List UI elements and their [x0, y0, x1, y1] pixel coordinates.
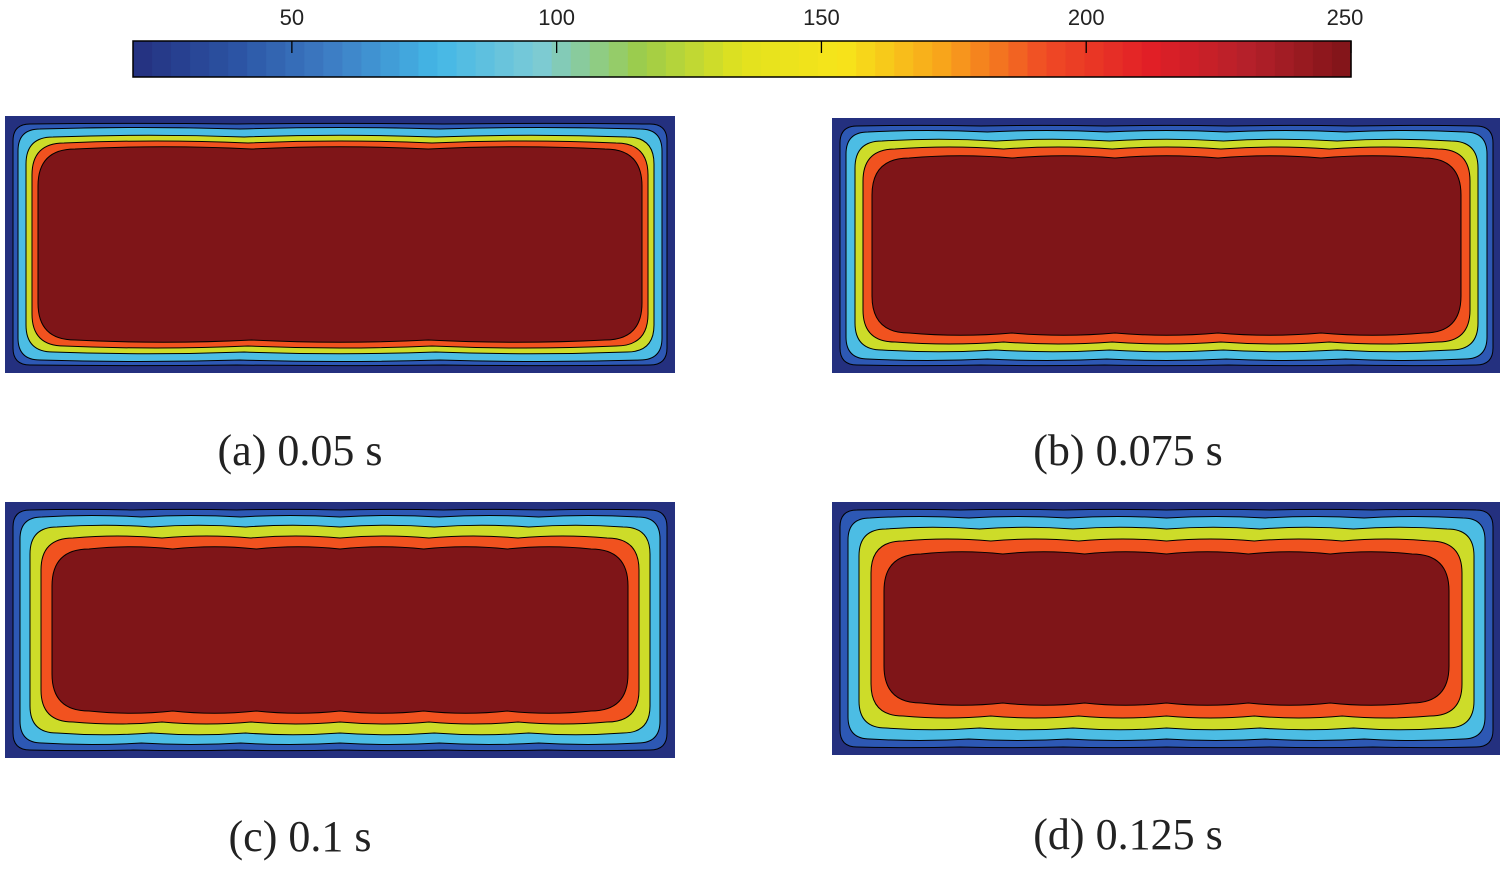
colorbar-tick-label: 50: [280, 5, 304, 30]
contour-level-6: [883, 551, 1450, 706]
colorbar-segment: [894, 41, 914, 77]
colorbar-segment: [589, 41, 610, 77]
colorbar-segment: [1255, 41, 1276, 77]
colorbar-segment: [1103, 41, 1124, 77]
colorbar-segment: [532, 41, 553, 77]
colorbar-segment: [951, 41, 971, 77]
colorbar-segment: [1331, 41, 1352, 77]
colorbar-segment: [494, 41, 515, 77]
colorbar-segment: [1274, 41, 1295, 77]
colorbar-segment: [989, 41, 1010, 77]
colorbar-segment: [1084, 41, 1105, 77]
caption-b: (b) 0.075 s: [1033, 426, 1223, 475]
colorbar-segment: [1198, 41, 1219, 77]
colorbar-segment: [875, 41, 895, 77]
panel-d: [832, 502, 1500, 755]
colorbar-segment: [475, 41, 496, 77]
colorbar-segment: [570, 41, 591, 77]
colorbar-segment: [171, 41, 191, 77]
caption-a: (a) 0.05 s: [217, 426, 383, 475]
colorbar: 50 100 150 200 250: [132, 5, 1364, 78]
caption-c: (c) 0.1 s: [228, 812, 372, 861]
colorbar-segment: [342, 41, 362, 77]
colorbar-segment: [513, 41, 534, 77]
colorbar-segment: [190, 41, 210, 77]
colorbar-segment: [780, 41, 800, 77]
colorbar-segment: [380, 41, 401, 77]
colorbar-segment: [399, 41, 420, 77]
contour-level-6: [37, 146, 643, 343]
colorbar-segment: [970, 41, 991, 77]
colorbar-segment: [742, 41, 762, 77]
panel-c: [5, 502, 675, 758]
colorbar-segment: [1312, 41, 1333, 77]
colorbar-segment: [323, 41, 343, 77]
colorbar-segment: [266, 41, 286, 77]
caption-d: (d) 0.125 s: [1033, 810, 1223, 859]
colorbar-tick-label: 250: [1327, 5, 1364, 30]
colorbar-segment: [1008, 41, 1029, 77]
colorbar-segment: [247, 41, 267, 77]
colorbar-segment: [818, 41, 838, 77]
colorbar-segment: [684, 41, 705, 77]
colorbar-segment: [456, 41, 477, 77]
colorbar-segment: [1160, 41, 1181, 77]
colorbar-segment: [133, 41, 153, 77]
colorbar-segment: [1217, 41, 1238, 77]
colorbar-segment: [1122, 41, 1143, 77]
colorbar-segment: [418, 41, 439, 77]
panel-a: [5, 116, 675, 373]
colorbar-segment: [285, 41, 305, 77]
colorbar-segment: [1179, 41, 1200, 77]
colorbar-segment: [209, 41, 229, 77]
colorbar-segment: [152, 41, 172, 77]
colorbar-segment: [1046, 41, 1067, 77]
colorbar-segment: [304, 41, 324, 77]
colorbar-segment: [1293, 41, 1314, 77]
colorbar-segment: [856, 41, 876, 77]
colorbar-segment: [761, 41, 781, 77]
colorbar-frame: [132, 40, 1352, 78]
colorbar-segment: [1027, 41, 1048, 77]
colorbar-segment: [799, 41, 819, 77]
colorbar-segment: [703, 41, 724, 77]
colorbar-segment: [665, 41, 686, 77]
colorbar-ticks: 50 100 150 200 250: [280, 5, 1364, 53]
colorbar-segment: [627, 41, 648, 77]
colorbar-segment: [722, 41, 743, 77]
colorbar-segment: [932, 41, 952, 77]
colorbar-segment: [837, 41, 857, 77]
colorbar-segment: [551, 41, 572, 77]
colorbar-segment: [1141, 41, 1162, 77]
colorbar-segments: [133, 41, 1352, 77]
colorbar-segment: [608, 41, 629, 77]
colorbar-segment: [1236, 41, 1257, 77]
contour-level-6: [51, 546, 629, 714]
colorbar-tick-label: 150: [803, 5, 840, 30]
colorbar-segment: [1065, 41, 1086, 77]
colorbar-segment: [437, 41, 458, 77]
panel-b: [832, 118, 1500, 373]
colorbar-tick-label: 100: [538, 5, 575, 30]
colorbar-tick-label: 200: [1068, 5, 1105, 30]
contour-level-6: [871, 155, 1462, 336]
colorbar-segment: [361, 41, 382, 77]
colorbar-segment: [646, 41, 667, 77]
colorbar-segment: [228, 41, 248, 77]
colorbar-segment: [913, 41, 933, 77]
